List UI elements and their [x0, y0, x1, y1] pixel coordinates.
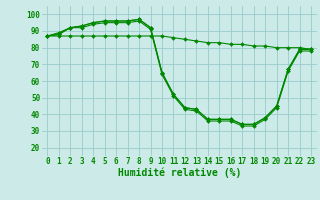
X-axis label: Humidité relative (%): Humidité relative (%): [117, 168, 241, 178]
